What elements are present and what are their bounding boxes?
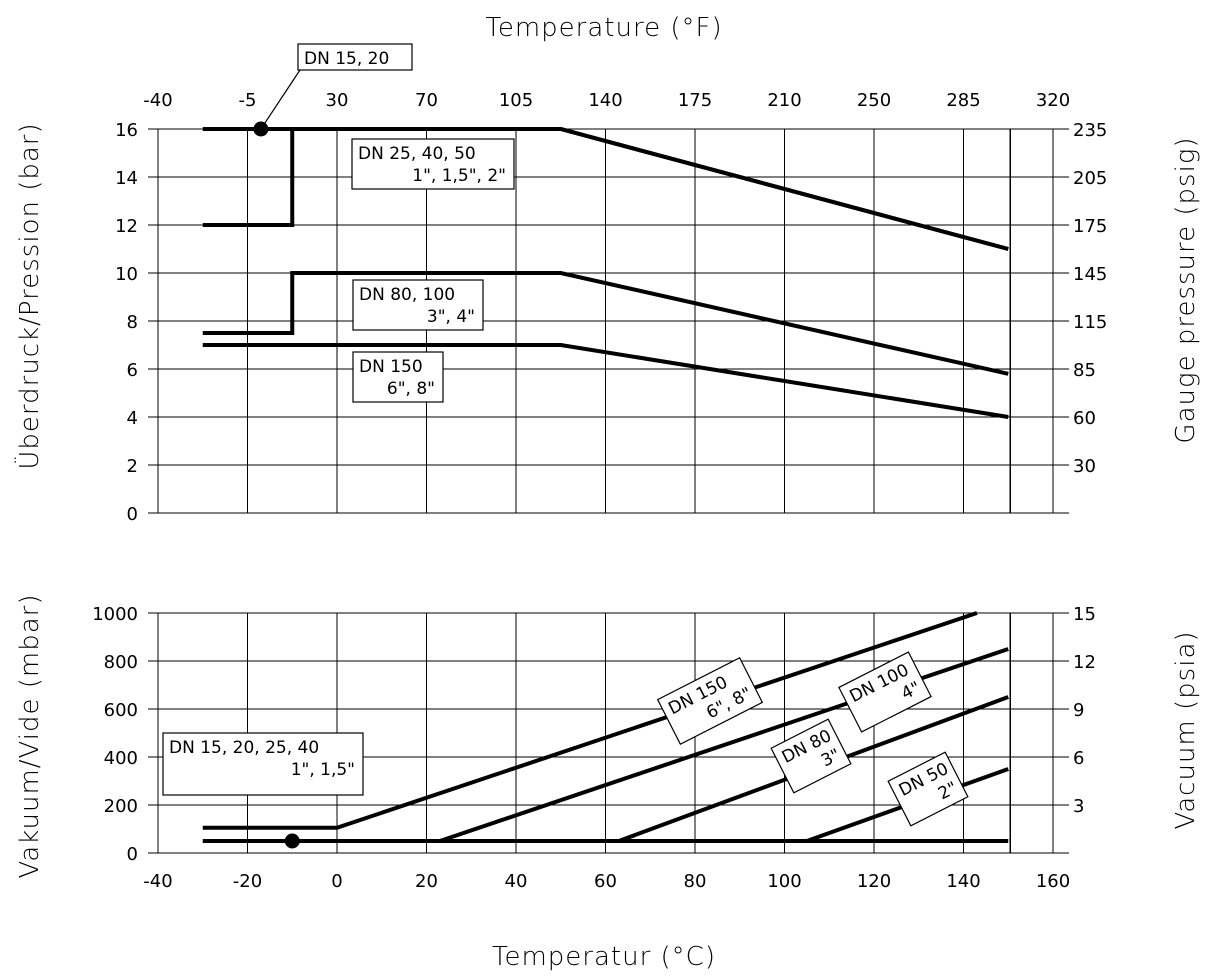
x-top-tick-label: 210 xyxy=(767,90,801,111)
annotation-box xyxy=(297,43,413,71)
annotation-label: DN 15, 20 xyxy=(260,43,413,130)
x-top-tick-label: 250 xyxy=(857,90,891,111)
annotation-label: DN 502" xyxy=(887,751,969,827)
y-tick-label: 0 xyxy=(127,844,138,865)
x-tick-label: 40 xyxy=(505,871,528,892)
y-tick-label: 16 xyxy=(115,120,138,141)
x-tick-label: 20 xyxy=(415,871,438,892)
x-top-tick-label: 30 xyxy=(326,90,349,111)
annotation-text: 1", 1,5" xyxy=(291,760,355,780)
annotation-text: DN 15, 20 xyxy=(304,49,389,69)
y2-tick-label: 175 xyxy=(1073,216,1107,237)
series-line xyxy=(202,127,1009,251)
x-top-tick-label: -40 xyxy=(143,90,172,111)
x-tick-label: -20 xyxy=(233,871,262,892)
annotation-box xyxy=(838,651,932,733)
x-tick-label: -40 xyxy=(143,871,172,892)
annotation-box xyxy=(352,351,444,403)
y2-tick-label: 30 xyxy=(1073,456,1096,477)
top-left-y-axis-title: Überdruck/Pression (bar) xyxy=(13,122,45,469)
annotation-text: 6", 8" xyxy=(387,379,435,399)
x-tick-label: 100 xyxy=(767,871,801,892)
annotation-box xyxy=(352,279,484,331)
annotation-box xyxy=(162,732,364,796)
top-x-axis-title: Temperature (°F) xyxy=(485,13,722,43)
y-tick-label: 14 xyxy=(115,168,138,189)
x-top-tick-label: 140 xyxy=(588,90,622,111)
y2-tick-label: 6 xyxy=(1073,748,1084,769)
x-top-tick-label: 70 xyxy=(415,90,438,111)
y2-tick-label: 145 xyxy=(1073,264,1107,285)
marker-dot xyxy=(284,833,300,849)
y-tick-label: 800 xyxy=(104,652,138,673)
annotation-text: 1", 1,5", 2" xyxy=(412,166,506,186)
series-line xyxy=(202,271,1009,376)
y-tick-label: 10 xyxy=(115,264,138,285)
annotation-box xyxy=(351,138,515,190)
x-tick-label: 0 xyxy=(331,871,342,892)
annotation-text: DN 150 xyxy=(359,357,423,377)
annotation-label: DN 15, 20, 25, 401", 1,5" xyxy=(162,732,364,796)
y-tick-label: 2 xyxy=(127,456,138,477)
y-tick-label: 0 xyxy=(127,504,138,525)
annotation-text: DN 25, 40, 50 xyxy=(358,144,476,164)
x-top-tick-label: -5 xyxy=(239,90,257,111)
bottom-x-axis-title: Temperatur (°C) xyxy=(492,942,716,972)
annotation-text: DN 80, 100 xyxy=(359,285,455,305)
bottom-left-y-axis-title: Vakuum/Vide (mbar) xyxy=(15,594,45,879)
series-line xyxy=(202,343,1009,419)
y2-tick-label: 60 xyxy=(1073,408,1096,429)
x-tick-label: 140 xyxy=(946,871,980,892)
y-tick-label: 1000 xyxy=(92,604,138,625)
y-tick-label: 8 xyxy=(127,312,138,333)
annotation-label: DN 25, 40, 501", 1,5", 2" xyxy=(351,138,515,190)
y2-tick-label: 3 xyxy=(1073,796,1084,817)
y2-tick-label: 235 xyxy=(1073,120,1107,141)
annotation-text: 3", 4" xyxy=(427,307,475,327)
annotation-box xyxy=(656,657,764,745)
y-tick-label: 6 xyxy=(127,360,138,381)
series-line xyxy=(202,611,978,830)
y2-tick-label: 9 xyxy=(1073,700,1084,721)
annotation-text: DN 15, 20, 25, 40 xyxy=(169,738,319,758)
y-tick-label: 12 xyxy=(115,216,138,237)
annotation-box xyxy=(770,718,852,794)
y-tick-label: 400 xyxy=(104,748,138,769)
y2-tick-label: 115 xyxy=(1073,312,1107,333)
top-right-y-axis-title: Gauge pressure (psig) xyxy=(1171,136,1201,443)
bottom-right-y-axis-title: Vacuum (psia) xyxy=(1171,630,1201,829)
annotation-box xyxy=(887,751,969,827)
x-top-tick-label: 105 xyxy=(499,90,533,111)
x-top-tick-label: 175 xyxy=(678,90,712,111)
x-top-tick-label: 285 xyxy=(946,90,980,111)
x-tick-label: 160 xyxy=(1036,871,1070,892)
y-tick-label: 200 xyxy=(104,796,138,817)
leader-line xyxy=(260,69,301,130)
y2-tick-label: 15 xyxy=(1073,604,1096,625)
x-top-tick-label: 320 xyxy=(1036,90,1070,111)
y-tick-label: 600 xyxy=(104,700,138,721)
y-tick-label: 4 xyxy=(127,408,138,429)
y2-tick-label: 12 xyxy=(1073,652,1096,673)
x-tick-label: 120 xyxy=(857,871,891,892)
x-tick-label: 80 xyxy=(684,871,707,892)
x-tick-label: 60 xyxy=(594,871,617,892)
top-pressure-panel: 0 2 4 6 8 10 12 14 16 235 205 175 145 115 85 60 30 -40 -5 3… xyxy=(115,43,1107,525)
y2-tick-label: 205 xyxy=(1073,168,1107,189)
y2-tick-label: 85 xyxy=(1073,360,1096,381)
bottom-vacuum-panel: 0 200 400 600 800 1000 15 12 9 6 3 -40 -20 0 20 40 60 80 1… xyxy=(92,604,1096,892)
